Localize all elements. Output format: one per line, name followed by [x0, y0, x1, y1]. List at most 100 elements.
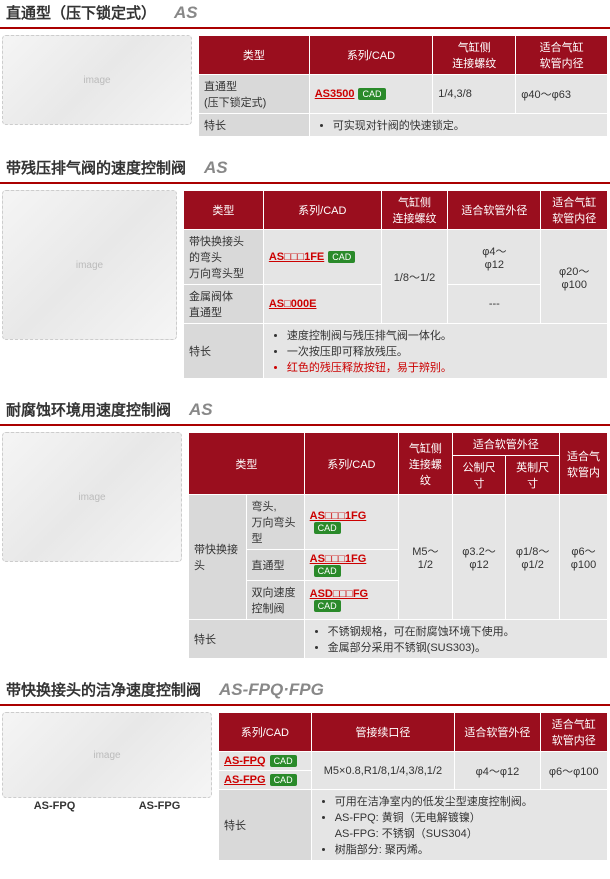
table-cell: 1/4,3/8: [433, 75, 516, 114]
cad-badge: CAD: [314, 565, 341, 577]
series-link[interactable]: AS□□□1FE: [269, 251, 324, 263]
series-link[interactable]: AS□000E: [269, 298, 317, 310]
spec-table: 类型 系列/CAD 气缸侧连接螺纹 适合软管外径 适合气软管内 公制尺寸 英制尺…: [188, 432, 608, 659]
product-section: 耐腐蚀环境用速度控制阀 AS image 类型 系列/CAD 气缸侧连接螺纹 适…: [0, 397, 610, 659]
image-label: AS-FPQ: [34, 800, 76, 812]
feature-item: 可用在洁净室内的低发尘型速度控制阀。: [335, 793, 602, 809]
spec-table: 类型系列/CAD气缸侧连接螺纹适合气缸软管内径直通型(压下锁定式)AS3500C…: [198, 35, 608, 137]
product-image-placeholder: image: [2, 432, 182, 562]
section-header: 带残压排气阀的速度控制阀 AS: [0, 155, 610, 184]
table-cell: AS□□□1FGCAD: [304, 550, 398, 581]
product-section: 带残压排气阀的速度控制阀 AS image 类型系列/CAD气缸侧连接螺纹适合软…: [0, 155, 610, 379]
image-labels: AS-FPQ AS-FPG: [2, 800, 212, 812]
feature-item: 金属部分采用不锈钢(SUS303)。: [328, 639, 602, 655]
table-cell: AS□□□1FGCAD: [304, 495, 398, 550]
table-cell: 弯头,万向弯头型: [246, 495, 304, 550]
col-header: 气缸侧连接螺纹: [433, 36, 516, 75]
col-header: 适合气缸软管内径: [540, 713, 607, 752]
image-label: AS-FPG: [139, 800, 181, 812]
table-cell: 直通型(压下锁定式): [199, 75, 310, 114]
section-title: 带残压排气阀的速度控制阀: [6, 157, 186, 178]
product-image-placeholder: image: [2, 712, 212, 798]
section-header: 直通型（压下锁定式） AS: [0, 0, 610, 29]
table-cell: M5～1/2: [399, 495, 453, 620]
table-cell: ---: [448, 285, 541, 324]
cad-badge: CAD: [358, 88, 385, 100]
table-cell: AS3500CAD: [309, 75, 432, 114]
table-row: 带快换接头弯头,万向弯头型AS□□□1FGCADM5～1/2φ3.2～φ12φ1…: [189, 495, 608, 550]
product-image-placeholder: image: [2, 35, 192, 125]
section-model: AS: [174, 3, 198, 23]
col-header: 公制尺寸: [452, 456, 506, 495]
section-title: 直通型（压下锁定式）: [6, 2, 156, 23]
cad-badge: CAD: [270, 774, 297, 786]
col-header: 气缸侧连接螺纹: [381, 191, 448, 230]
table-cell: M5×0.8,R1/8,1/4,3/8,1/2: [311, 752, 454, 790]
product-image-area: image: [2, 190, 177, 340]
table-cell: φ40～φ63: [516, 75, 608, 114]
feature-item: 红色的残压释放按钮，易于辨别。: [287, 359, 602, 375]
feature-item: 不锈钢规格，可在耐腐蚀环境下使用。: [328, 623, 602, 639]
col-header: 英制尺寸: [506, 456, 560, 495]
section-body: image 类型系列/CAD气缸侧连接螺纹适合软管外径适合气缸软管内径带快换接头…: [0, 190, 610, 379]
col-header: 适合气软管内: [559, 433, 607, 495]
product-image-area: image: [2, 35, 192, 125]
feature-item: AS-FPQ: 黄铜（无电解镀镍）AS-FPG: 不锈钢（SUS304）: [335, 809, 602, 841]
table-cell: AS-FPG CAD: [219, 771, 312, 790]
table-cell: ASD□□□FGCAD: [304, 581, 398, 620]
series-link[interactable]: ASD□□□FG: [310, 588, 368, 600]
table-cell: AS□□□1FE CAD: [263, 230, 381, 285]
series-link[interactable]: AS□□□1FG: [310, 553, 367, 565]
table-cell: φ6～φ100: [540, 752, 607, 790]
series-link[interactable]: AS3500: [315, 88, 355, 100]
spec-table: 类型系列/CAD气缸侧连接螺纹适合软管外径适合气缸软管内径带快换接头的弯头万向弯…: [183, 190, 608, 379]
section-body: image 类型 系列/CAD 气缸侧连接螺纹 适合软管外径 适合气软管内 公制…: [0, 432, 610, 659]
section-model: AS: [189, 400, 213, 420]
section-header: 带快换接头的洁净速度控制阀 AS-FPQ·FPG: [0, 677, 610, 706]
col-header: 气缸侧连接螺纹: [399, 433, 453, 495]
feature-cell: 速度控制阀与残压排气阀一体化。一次按压即可释放残压。红色的残压释放按钮，易于辨别…: [263, 324, 607, 379]
series-link[interactable]: AS-FPQ: [224, 755, 266, 767]
cad-badge: CAD: [270, 755, 297, 767]
feature-label-cell: 特长: [184, 324, 264, 379]
table-cell: φ4～φ12: [448, 230, 541, 285]
cad-badge: CAD: [328, 251, 355, 263]
col-header: 系列/CAD: [219, 713, 312, 752]
col-header: 类型: [199, 36, 310, 75]
col-header: 类型: [184, 191, 264, 230]
feature-label-cell: 特长: [199, 114, 310, 137]
section-header: 耐腐蚀环境用速度控制阀 AS: [0, 397, 610, 426]
table-cell: φ1/8～φ1/2: [506, 495, 560, 620]
feature-item: 一次按压即可释放残压。: [287, 343, 602, 359]
col-header: 系列/CAD: [304, 433, 398, 495]
col-header: 系列/CAD: [309, 36, 432, 75]
series-link[interactable]: AS-FPG: [224, 774, 266, 786]
feature-label-cell: 特长: [219, 790, 312, 861]
cad-badge: CAD: [314, 522, 341, 534]
feature-label-cell: 特长: [189, 620, 305, 659]
col-header: 管接续口径: [311, 713, 454, 752]
section-title: 耐腐蚀环境用速度控制阀: [6, 399, 171, 420]
feature-cell: 可实现对针阀的快速锁定。: [309, 114, 607, 137]
table-row: 直通型(压下锁定式)AS3500CAD1/4,3/8φ40～φ63: [199, 75, 608, 114]
table-row: AS-FPQCADM5×0.8,R1/8,1/4,3/8,1/2φ4～φ12φ6…: [219, 752, 608, 771]
section-model: AS: [204, 158, 228, 178]
series-link[interactable]: AS□□□1FG: [310, 510, 367, 522]
table-cell: φ3.2～φ12: [452, 495, 506, 620]
table-cell: AS□000E: [263, 285, 381, 324]
product-image-area: image AS-FPQ AS-FPG: [2, 712, 212, 812]
product-section: 带快换接头的洁净速度控制阀 AS-FPQ·FPG image AS-FPQAS-…: [0, 677, 610, 861]
table-cell: 1/8～1/2: [381, 230, 448, 324]
table-cell: 直通型: [246, 550, 304, 581]
table-cell: AS-FPQ CAD: [219, 752, 312, 771]
section-body: image AS-FPQ AS-FPG 系列/CAD管接续口径适合软管外径适合气缸…: [0, 712, 610, 861]
col-header: 系列/CAD: [263, 191, 381, 230]
feature-item: 树脂部分: 聚丙烯。: [335, 841, 602, 857]
col-header: 适合软管外径: [455, 713, 540, 752]
product-image-placeholder: image: [2, 190, 177, 340]
col-header: 适合软管外径: [448, 191, 541, 230]
col-header: 适合气缸软管内径: [516, 36, 608, 75]
feature-item: 速度控制阀与残压排气阀一体化。: [287, 327, 602, 343]
section-title: 带快换接头的洁净速度控制阀: [6, 679, 201, 700]
product-image-area: image: [2, 432, 182, 562]
